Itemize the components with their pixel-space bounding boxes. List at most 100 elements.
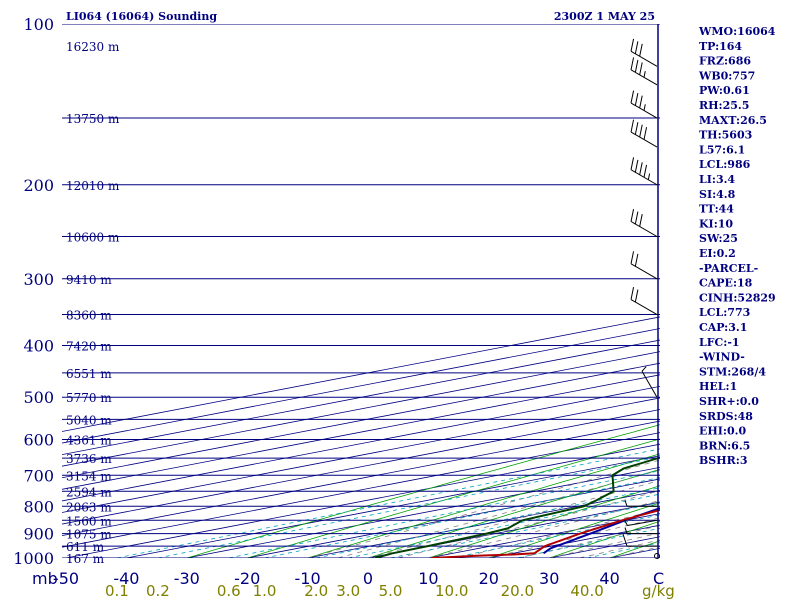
index-value: MAXT:26.5 (699, 114, 767, 127)
wind-barb-flag (630, 287, 635, 300)
wind-barb-half-flag (641, 366, 647, 372)
mixing-ratio-label: 2.0 (304, 582, 328, 600)
mixing-ratio-labels: 0.1 0.2 0.6 1.0 2.0 3.0 5.0 10.0 20.0 40.0 (105, 582, 604, 600)
wind-barb-flag (630, 157, 635, 170)
isotherms (62, 316, 660, 558)
temperature-tick-label: -40 (113, 569, 139, 588)
height-label: 3736 m (66, 452, 112, 466)
index-value: LCL:773 (699, 306, 750, 319)
wind-barb (630, 287, 658, 315)
index-value: CAPE:18 (699, 277, 753, 290)
wind-barb-flag (634, 253, 639, 267)
index-value: LFC:-1 (699, 336, 740, 349)
height-label: 13750 m (66, 112, 120, 126)
height-label: 7420 m (66, 340, 112, 354)
moist-adiabat-line (367, 479, 660, 558)
wind-barb-flag (639, 124, 643, 138)
pressure-tick-label: 500 (23, 388, 54, 407)
wind-barb (630, 90, 658, 119)
temperature-tick-label: 20 (479, 569, 499, 588)
index-value: TP:164 (699, 40, 742, 53)
wind-barb (630, 251, 658, 280)
isotherm-line (62, 385, 660, 502)
wind-barb (624, 500, 657, 507)
temperature-tick-label: 0 (363, 569, 373, 588)
index-value: L57:6.1 (699, 143, 745, 156)
wind-barb-flag (634, 211, 639, 225)
mixing-ratio-label: 0.6 (217, 582, 241, 600)
index-value: -WIND- (699, 351, 745, 364)
index-value: PW:0.61 (699, 84, 750, 97)
height-label: 2594 m (66, 485, 112, 499)
index-value: EI:0.2 (699, 247, 736, 260)
wind-barb-half-flag (643, 104, 646, 111)
index-value: WB0:757 (698, 69, 755, 82)
mixing-ratio-label: 3.0 (336, 582, 360, 600)
height-label: 5770 m (66, 391, 112, 405)
wind-barb (630, 157, 658, 186)
pressure-tick-label: 600 (23, 431, 54, 450)
moist-adiabat-line (337, 469, 660, 558)
height-label: 4361 m (66, 434, 112, 448)
pressure-tick-labels: 100 200 300 400 500 600 700 800 900 1000 (13, 15, 54, 568)
wind-barb-flag (630, 119, 635, 133)
wind-barb-flag (639, 95, 643, 109)
chart-grid (62, 24, 660, 558)
index-value: HEL:1 (699, 380, 737, 393)
wind-barb-flag (643, 127, 648, 140)
wind-barb (641, 366, 658, 398)
pressure-tick-label: 800 (23, 497, 54, 516)
temperature-tick-label: 10 (418, 569, 438, 588)
wind-barb-flag (643, 164, 648, 178)
temperature-tick-label: 30 (539, 569, 559, 588)
isotherm-line (62, 397, 660, 513)
moist-adiabat-line (458, 509, 660, 558)
pressure-tick-label: 900 (23, 525, 54, 544)
pressure-tick-label: 400 (23, 337, 54, 356)
temperature-tick-labels: -50 -40 -30 -20 -10 0 10 20 30 40 (53, 569, 620, 588)
height-label: 5040 m (66, 413, 112, 427)
height-label: 8360 m (66, 309, 112, 323)
height-label: 6551 m (66, 367, 112, 381)
wind-barb-flag (639, 43, 643, 57)
mixing-ratio-label: 1.0 (253, 582, 277, 600)
index-value: TH:5603 (699, 129, 752, 142)
wind-barb-flag (630, 209, 635, 222)
pressure-tick-label: 1000 (13, 549, 54, 568)
wind-barb-half-flag (647, 173, 651, 180)
wind-barb (630, 119, 658, 148)
mixing-ratio-label: 40.0 (570, 582, 603, 600)
mixing-ratio-label: 0.2 (146, 582, 170, 600)
index-value: CINH:52829 (699, 291, 776, 304)
wind-barb-half-flag (624, 527, 628, 534)
pressure-tick-label: 700 (23, 466, 54, 485)
pressure-tick-label: 300 (23, 270, 54, 289)
index-value: SW:25 (699, 232, 738, 245)
temperature-tick-label: -20 (234, 569, 260, 588)
index-value: FRZ:686 (699, 55, 751, 68)
wind-barb-flag (634, 59, 639, 73)
isotherm-line (62, 409, 660, 525)
wind-barb-staff (641, 371, 658, 398)
wind-barb-flag (634, 41, 639, 54)
index-value: LCL:986 (699, 158, 751, 171)
x-axis-label: C (653, 569, 664, 588)
wind-barb-flag (622, 533, 628, 547)
isotherm-line (62, 374, 660, 490)
mixing-ratio-label: 0.1 (105, 582, 129, 600)
mixing-ratio-label: 20.0 (501, 582, 534, 600)
pressure-tick-label: 100 (23, 15, 54, 34)
wind-barb-flag (634, 159, 639, 173)
height-label: 167 m (66, 552, 105, 566)
wind-barb-flag (634, 93, 639, 106)
height-label: 1560 m (66, 514, 112, 528)
height-label: 3154 m (66, 469, 112, 483)
wind-barb-half-flag (624, 500, 628, 507)
wind-barb-flag (639, 62, 643, 75)
index-value: LI:3.4 (699, 173, 735, 186)
dewpoint-line (374, 456, 660, 558)
temperature-tick-label: -50 (53, 569, 79, 588)
isotherm-line (62, 362, 660, 479)
